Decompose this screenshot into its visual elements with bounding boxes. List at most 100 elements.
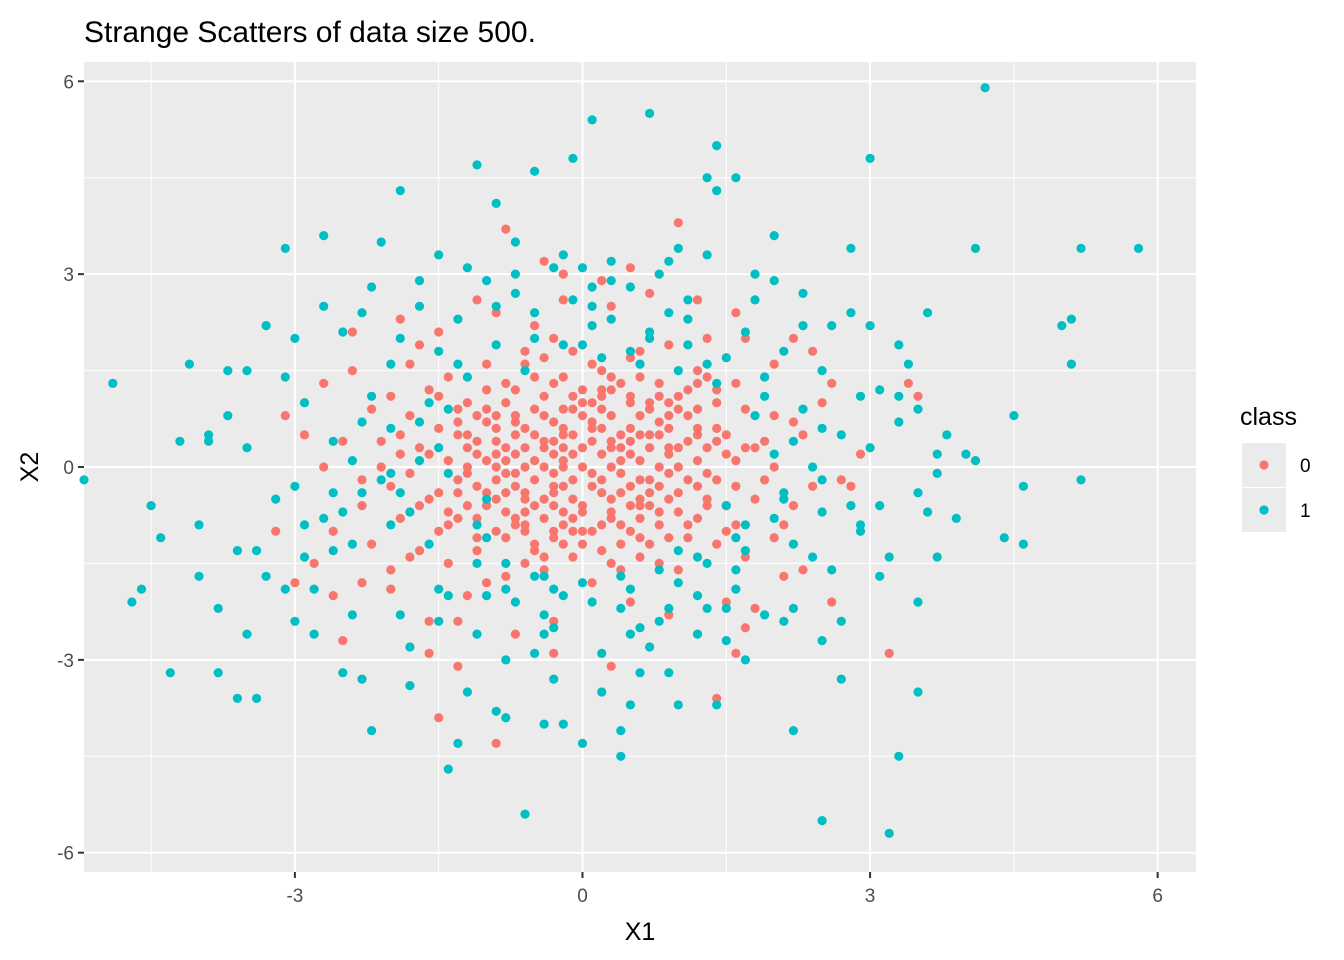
data-point-class-0 (309, 558, 319, 569)
data-point-class-0 (549, 533, 559, 543)
data-point-class-0 (539, 513, 549, 524)
data-point-class-0 (597, 449, 607, 459)
data-point-class-0 (530, 546, 540, 556)
data-point-class-1 (760, 391, 770, 401)
data-point-class-0 (424, 449, 434, 459)
data-point-class-0 (462, 398, 472, 408)
data-point-class-0 (405, 552, 415, 562)
data-point-class-1 (194, 520, 204, 530)
data-point-class-0 (510, 513, 520, 524)
data-point-class-1 (808, 462, 818, 472)
data-point-class-0 (462, 462, 472, 472)
data-point-class-1 (223, 411, 233, 421)
data-point-class-0 (702, 333, 712, 343)
data-point-class-0 (654, 520, 664, 530)
data-point-class-1 (482, 494, 492, 504)
data-point-class-0 (558, 539, 568, 549)
data-point-class-1 (894, 391, 904, 401)
data-point-class-1 (510, 237, 520, 247)
data-point-class-1 (913, 687, 923, 697)
legend-label-class-0: 0 (1300, 456, 1311, 477)
data-point-class-0 (520, 507, 530, 517)
data-point-class-0 (798, 565, 808, 575)
data-point-class-1 (779, 616, 789, 626)
data-point-class-0 (453, 661, 463, 671)
legend-marker-class-1 (1259, 505, 1269, 515)
data-point-class-1 (731, 173, 741, 183)
data-point-class-1 (779, 494, 789, 504)
data-point-class-0 (491, 526, 501, 536)
data-point-class-1 (367, 726, 377, 736)
data-point-class-0 (673, 218, 683, 228)
data-point-class-1 (779, 488, 789, 498)
data-point-class-0 (367, 539, 377, 549)
data-point-class-0 (635, 430, 645, 440)
data-point-class-1 (827, 565, 837, 575)
data-point-class-1 (261, 321, 271, 331)
data-point-class-0 (654, 430, 664, 440)
data-point-class-0 (635, 411, 645, 421)
data-point-class-1 (530, 333, 540, 343)
data-point-class-0 (625, 353, 636, 363)
data-point-class-1 (223, 366, 233, 376)
data-point-class-1 (616, 726, 626, 736)
data-point-class-1 (472, 558, 482, 569)
data-point-class-0 (740, 404, 751, 414)
data-point-class-1 (510, 597, 520, 607)
data-point-class-0 (558, 520, 568, 530)
data-point-class-0 (827, 597, 837, 607)
data-point-class-0 (721, 597, 731, 607)
data-point-class-0 (731, 481, 741, 491)
data-point-class-1 (683, 340, 693, 350)
data-point-class-1 (577, 738, 588, 749)
data-point-class-1 (414, 456, 425, 466)
data-point-class-1 (530, 308, 540, 318)
data-point-class-0 (491, 494, 501, 504)
data-point-class-1 (760, 372, 770, 382)
data-point-class-1 (558, 250, 568, 260)
data-point-class-0 (692, 404, 703, 414)
data-point-class-1 (482, 276, 492, 286)
data-point-class-0 (597, 366, 607, 376)
data-point-class-0 (625, 263, 636, 273)
data-point-class-1 (232, 546, 242, 556)
data-point-class-0 (443, 372, 453, 382)
data-point-class-1 (597, 353, 607, 363)
data-point-class-0 (635, 346, 645, 356)
data-point-class-1 (472, 629, 482, 639)
data-point-class-1 (434, 584, 444, 594)
data-point-class-1 (539, 719, 549, 729)
data-point-class-1 (549, 584, 559, 594)
data-point-class-0 (558, 462, 568, 472)
data-point-class-0 (482, 385, 492, 395)
data-point-class-0 (654, 462, 664, 472)
data-point-class-1 (875, 501, 885, 511)
data-point-class-1 (817, 475, 827, 485)
data-point-class-1 (855, 391, 866, 401)
data-point-class-0 (712, 539, 722, 549)
data-point-class-0 (539, 256, 549, 266)
x-tick-label: 3 (865, 886, 876, 907)
data-point-class-0 (414, 546, 425, 556)
data-point-class-1 (654, 565, 664, 575)
data-point-class-0 (568, 449, 578, 459)
data-point-class-0 (328, 526, 338, 536)
data-point-class-1 (769, 276, 779, 286)
axis-ticks: -3 0 3 6 -6 -3 0 3 6 (57, 72, 1163, 907)
data-point-class-1 (616, 751, 626, 761)
data-point-class-0 (482, 578, 492, 588)
data-point-class-0 (597, 423, 607, 433)
data-point-class-0 (731, 648, 741, 659)
data-point-class-0 (788, 417, 799, 427)
data-point-class-0 (453, 475, 463, 485)
legend-label-class-1: 1 (1300, 501, 1311, 522)
data-point-class-0 (769, 359, 779, 369)
data-point-class-0 (616, 430, 626, 440)
data-point-class-0 (702, 501, 712, 511)
data-point-class-0 (491, 449, 501, 459)
data-point-class-0 (434, 488, 444, 498)
data-point-class-1 (740, 546, 751, 556)
data-point-class-0 (760, 436, 770, 446)
data-point-class-1 (136, 584, 147, 594)
data-point-class-0 (625, 423, 636, 433)
